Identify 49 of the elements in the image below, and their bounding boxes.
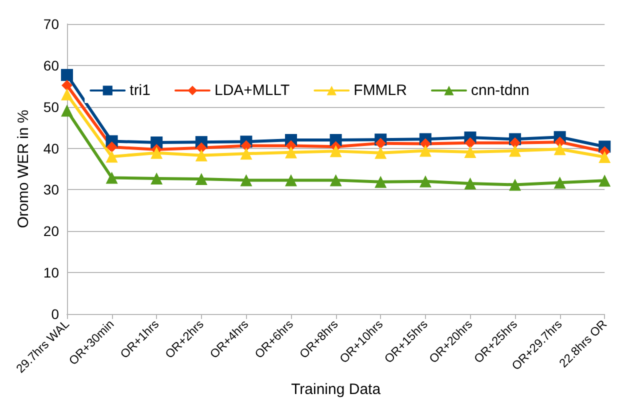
point — [150, 146, 163, 159]
legend-label: tri1 — [130, 82, 150, 99]
point — [509, 144, 522, 157]
point — [510, 137, 521, 148]
y-tick-label: 20 — [43, 223, 60, 240]
point — [330, 145, 342, 158]
point — [419, 144, 432, 157]
legend-label: FMMLR — [354, 82, 408, 99]
point — [509, 178, 522, 191]
point — [554, 176, 566, 189]
point — [598, 150, 611, 163]
y-tick-label: 30 — [43, 182, 60, 198]
point — [106, 142, 118, 153]
point — [374, 176, 387, 188]
point — [285, 174, 298, 186]
point — [61, 68, 73, 81]
y-tick-label: 70 — [43, 16, 60, 32]
x-axis-title: Training Data — [291, 381, 382, 398]
y-tick-label: 40 — [43, 140, 60, 156]
point — [150, 172, 163, 185]
point — [195, 172, 208, 185]
point — [554, 143, 566, 156]
point — [285, 146, 298, 158]
y-tick-label: 0 — [51, 306, 60, 322]
y-tick-label: 60 — [43, 57, 60, 74]
point — [464, 178, 476, 190]
point — [240, 148, 252, 160]
point — [464, 137, 476, 148]
y-tick-label: 50 — [43, 98, 60, 115]
point — [554, 136, 566, 148]
point — [61, 104, 73, 117]
point — [330, 174, 342, 186]
point — [374, 146, 387, 159]
point — [106, 150, 118, 163]
y-tick-label: 10 — [43, 264, 60, 281]
point — [61, 88, 73, 100]
point — [598, 174, 611, 187]
y-axis-title: Oromo WER in % — [15, 110, 32, 228]
point — [240, 174, 252, 186]
point — [375, 138, 386, 149]
legend-label: LDA+MLLT — [214, 82, 290, 99]
point — [196, 142, 207, 154]
legend-label: cnn-tdnn — [470, 82, 530, 99]
point — [106, 172, 118, 184]
point — [62, 80, 72, 91]
point — [419, 175, 432, 188]
point — [464, 146, 476, 158]
point — [240, 140, 252, 152]
point — [195, 149, 208, 162]
